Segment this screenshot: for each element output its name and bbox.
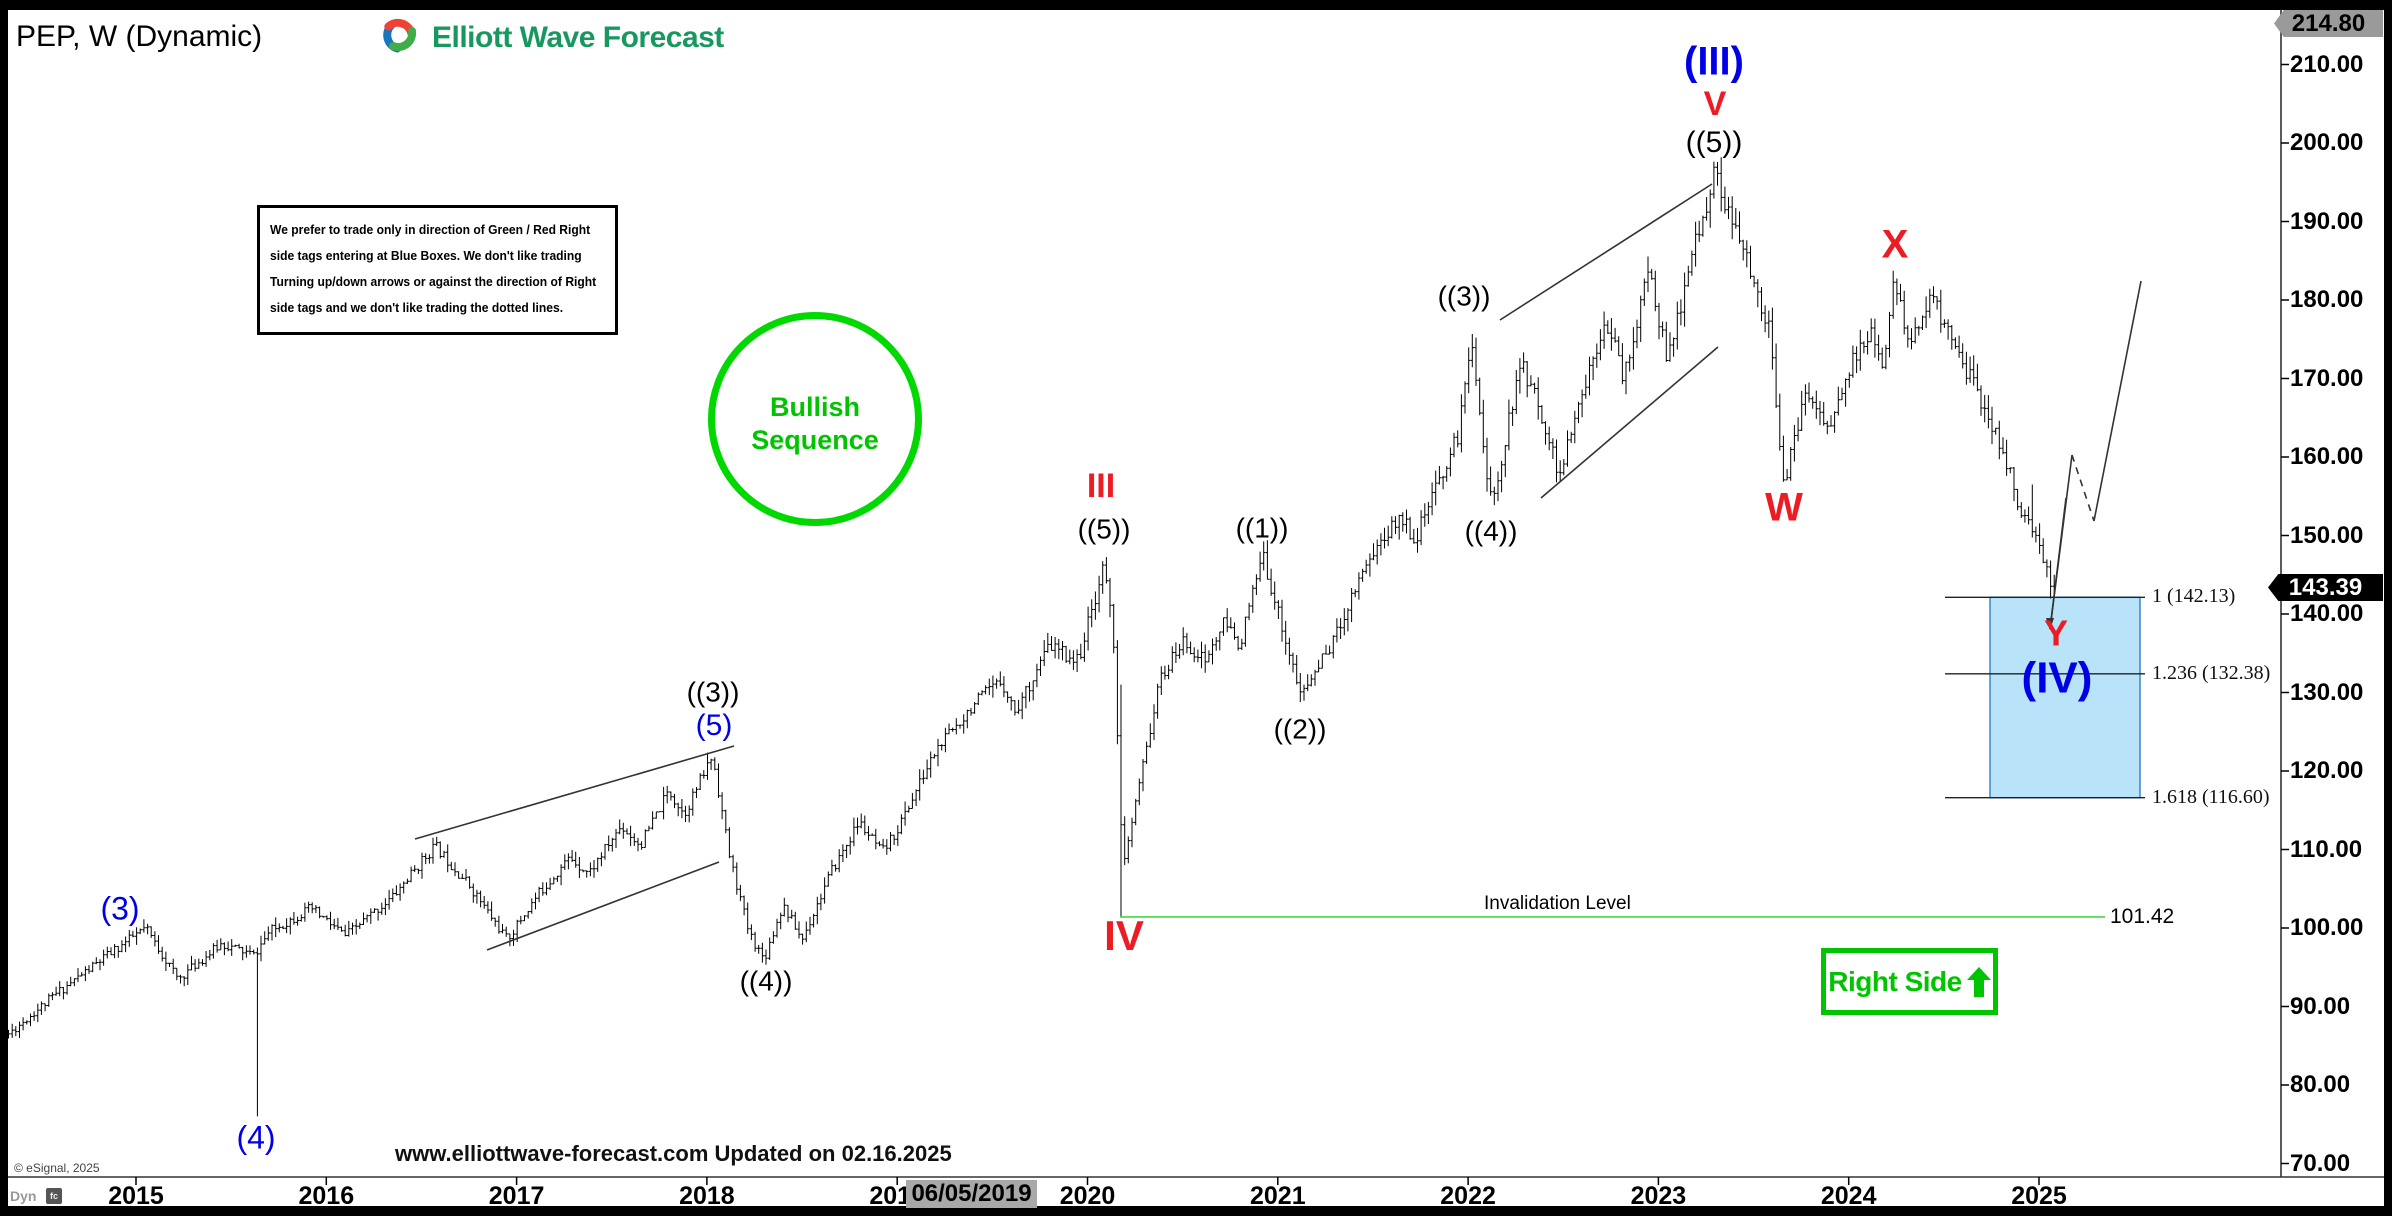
disclaimer-box: We prefer to trade only in direction of … (257, 205, 618, 335)
fib-level-label-1618: 1.618 (116.60) (2152, 786, 2270, 808)
price-axis-label: 110.00 (2290, 835, 2363, 863)
bullish-sequence-badge: Bullish Sequence (708, 312, 922, 526)
logo-text: Elliott Wave Forecast (432, 20, 724, 54)
price-axis-label: 120.00 (2290, 757, 2364, 784)
price-axis-label: 210.00 (2290, 50, 2364, 78)
year-axis-label: 2017 (488, 1182, 545, 1210)
price-axis-label: 150.00 (2290, 521, 2364, 549)
disclaimer-line: side tags entering at Blue Boxes. We don… (270, 248, 582, 263)
year-axis-label: 2018 (679, 1182, 735, 1210)
highlighted-date-label[interactable]: 06/05/2019 (906, 1180, 1037, 1208)
price-axis-label: 70.00 (2290, 1149, 2351, 1177)
fib-level-label-1236: 1.236 (132.38) (2152, 662, 2271, 684)
price-axis-label: 80.00 (2290, 1071, 2351, 1098)
right-side-label: Right Side (1828, 965, 1962, 997)
disclaimer-line: Turning up/down arrows or against the di… (270, 274, 597, 289)
brand-logo: Elliott Wave Forecast (376, 11, 724, 64)
disclaimer-line: We prefer to trade only in direction of … (270, 222, 591, 237)
current-price-tag: 143.39 (2268, 574, 2383, 601)
price-axis-label: 130.00 (2290, 678, 2364, 706)
price-axis-label: 190.00 (2290, 207, 2364, 235)
year-axis-label: 2020 (1059, 1182, 1116, 1210)
logo-swirl-icon (376, 11, 422, 64)
year-axis-label: 2024 (1820, 1182, 1877, 1210)
price-axis-label: 170.00 (2290, 364, 2364, 392)
dyn-mode-label[interactable]: Dyn (10, 1188, 37, 1204)
chart-mode-icon[interactable]: fc (46, 1188, 62, 1204)
fib-level-label-1: 1 (142.13) (2152, 585, 2236, 607)
year-axis-label: 2023 (1630, 1182, 1687, 1210)
right-side-tag[interactable]: Right Side (1821, 948, 1998, 1015)
price-axis-label: 200.00 (2290, 129, 2364, 156)
axis-high-price-tag: 214.80 (2274, 10, 2383, 37)
year-axis-label: 2021 (1249, 1182, 1306, 1210)
year-axis-label: 2016 (298, 1182, 355, 1210)
esignal-copyright: © eSignal, 2025 (14, 1161, 100, 1175)
invalidation-level-label: Invalidation Level (1484, 893, 1631, 914)
bullish-word: Bullish (769, 392, 860, 422)
sequence-word: Sequence (751, 425, 879, 455)
watermark-text[interactable]: www.elliottwave-forecast.com Updated on … (395, 1141, 952, 1166)
price-axis-label: 160.00 (2290, 443, 2364, 470)
year-axis-label: 2015 (108, 1182, 164, 1210)
disclaimer-line: side tags and we don't like trading the … (270, 300, 564, 315)
price-axis-label: 100.00 (2290, 914, 2364, 941)
price-axis-label: 140.00 (2290, 600, 2364, 627)
up-arrow-icon (1966, 966, 1991, 997)
chart-title: PEP, W (Dynamic) (16, 20, 263, 53)
year-axis-label: 2025 (2011, 1182, 2067, 1210)
price-axis-label: 90.00 (2290, 992, 2351, 1020)
price-axis-label: 180.00 (2290, 286, 2364, 313)
invalidation-level-value: 101.42 (2110, 905, 2175, 928)
year-axis-label: 2022 (1440, 1182, 1496, 1210)
chart-background (8, 10, 2384, 1206)
